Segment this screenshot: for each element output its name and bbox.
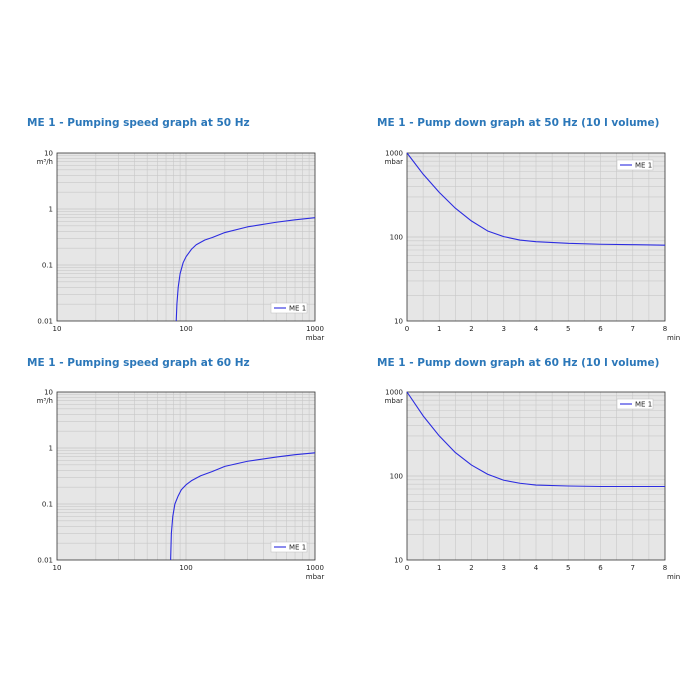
x-tick-label: 4 <box>534 564 539 572</box>
x-tick-label: 1000 <box>306 325 324 333</box>
legend-label: ME 1 <box>635 162 652 170</box>
x-tick-label: 5 <box>566 564 570 572</box>
y-tick-label: 100 <box>390 473 403 481</box>
legend: ME 1 <box>616 398 654 410</box>
x-tick-label: 100 <box>179 325 192 333</box>
legend-box <box>616 398 654 410</box>
x-tick-label: 7 <box>631 325 635 333</box>
y-axis-unit: m³/h <box>37 397 53 405</box>
legend-box <box>616 159 654 171</box>
y-tick-label: 1000 <box>385 389 403 397</box>
x-tick-label: 3 <box>502 564 506 572</box>
legend-box <box>270 541 308 553</box>
x-axis-unit: mbar <box>306 334 325 342</box>
chart-4: 0 1 2 3 4 5 6 7 8 10 100 1000 min mbar ME 1 <box>385 389 681 582</box>
grid-lines <box>407 153 665 321</box>
x-axis-unit: min <box>667 334 680 342</box>
grid-lines <box>57 392 315 560</box>
y-tick-label: 10 <box>44 389 53 397</box>
x-tick-label: 1000 <box>306 564 324 572</box>
grid-lines <box>57 153 315 321</box>
x-axis-unit: min <box>667 573 680 581</box>
legend: ME 1 <box>270 302 308 314</box>
series-line-me1 <box>170 452 316 561</box>
x-tick-label: 100 <box>179 564 192 572</box>
x-tick-label: 7 <box>631 564 635 572</box>
x-tick-label: 10 <box>53 564 62 572</box>
x-tick-label: 5 <box>566 325 570 333</box>
y-axis-unit: mbar <box>385 397 404 405</box>
series-line-me1 <box>406 152 666 246</box>
plot-frame <box>56 391 316 561</box>
chart-2: 0 1 2 3 4 5 6 7 8 10 100 1000 min mbar ME 1 <box>385 150 681 343</box>
x-tick-label: 2 <box>469 325 473 333</box>
y-tick-label: 0.1 <box>42 262 53 270</box>
y-tick-label: 0.1 <box>42 501 53 509</box>
legend-label: ME 1 <box>635 401 652 409</box>
legend-label: ME 1 <box>289 305 306 313</box>
x-tick-label: 2 <box>469 564 473 572</box>
x-axis-unit: mbar <box>306 573 325 581</box>
x-tick-label: 4 <box>534 325 539 333</box>
x-tick-label: 6 <box>598 564 603 572</box>
series-line-me1 <box>175 217 316 322</box>
series-line-me1 <box>406 391 665 488</box>
chart-1: 10 100 1000 0.01 0.1 1 10 mbar m³/h ME 1 <box>37 150 325 343</box>
y-tick-label: 1 <box>49 206 53 214</box>
plot-frame <box>406 152 666 322</box>
x-tick-label: 6 <box>598 325 603 333</box>
x-tick-label: 0 <box>405 325 409 333</box>
y-tick-label: 0.01 <box>37 318 53 326</box>
x-tick-label: 1 <box>437 325 441 333</box>
chart-title-speed-60hz: ME 1 - Pumping speed graph at 60 Hz <box>27 357 250 369</box>
x-tick-label: 8 <box>663 564 667 572</box>
y-tick-label: 1000 <box>385 150 403 158</box>
y-tick-label: 100 <box>390 234 403 242</box>
x-tick-label: 0 <box>405 564 409 572</box>
plot-frame <box>56 152 316 322</box>
y-tick-label: 10 <box>394 557 403 565</box>
legend-label: ME 1 <box>289 544 306 552</box>
grid-lines <box>407 392 665 560</box>
legend: ME 1 <box>616 159 654 171</box>
chart-title-pumpdown-50hz: ME 1 - Pump down graph at 50 Hz (10 l vo… <box>377 117 660 129</box>
legend: ME 1 <box>270 541 308 553</box>
y-tick-label: 10 <box>394 318 403 326</box>
plot-frame <box>406 391 666 561</box>
chart-title-pumpdown-60hz: ME 1 - Pump down graph at 60 Hz (10 l vo… <box>377 357 660 369</box>
x-tick-label: 8 <box>663 325 667 333</box>
legend-box <box>270 302 308 314</box>
y-tick-label: 1 <box>49 445 53 453</box>
chart-title-speed-50hz: ME 1 - Pumping speed graph at 50 Hz <box>27 117 250 129</box>
y-tick-label: 0.01 <box>37 557 53 565</box>
x-tick-label: 3 <box>502 325 506 333</box>
chart-3: 10 100 1000 0.01 0.1 1 10 mbar m³/h ME 1 <box>37 389 325 582</box>
x-tick-label: 1 <box>437 564 441 572</box>
y-axis-unit: mbar <box>385 158 404 166</box>
y-axis-unit: m³/h <box>37 158 53 166</box>
y-tick-label: 10 <box>44 150 53 158</box>
x-tick-label: 10 <box>53 325 62 333</box>
